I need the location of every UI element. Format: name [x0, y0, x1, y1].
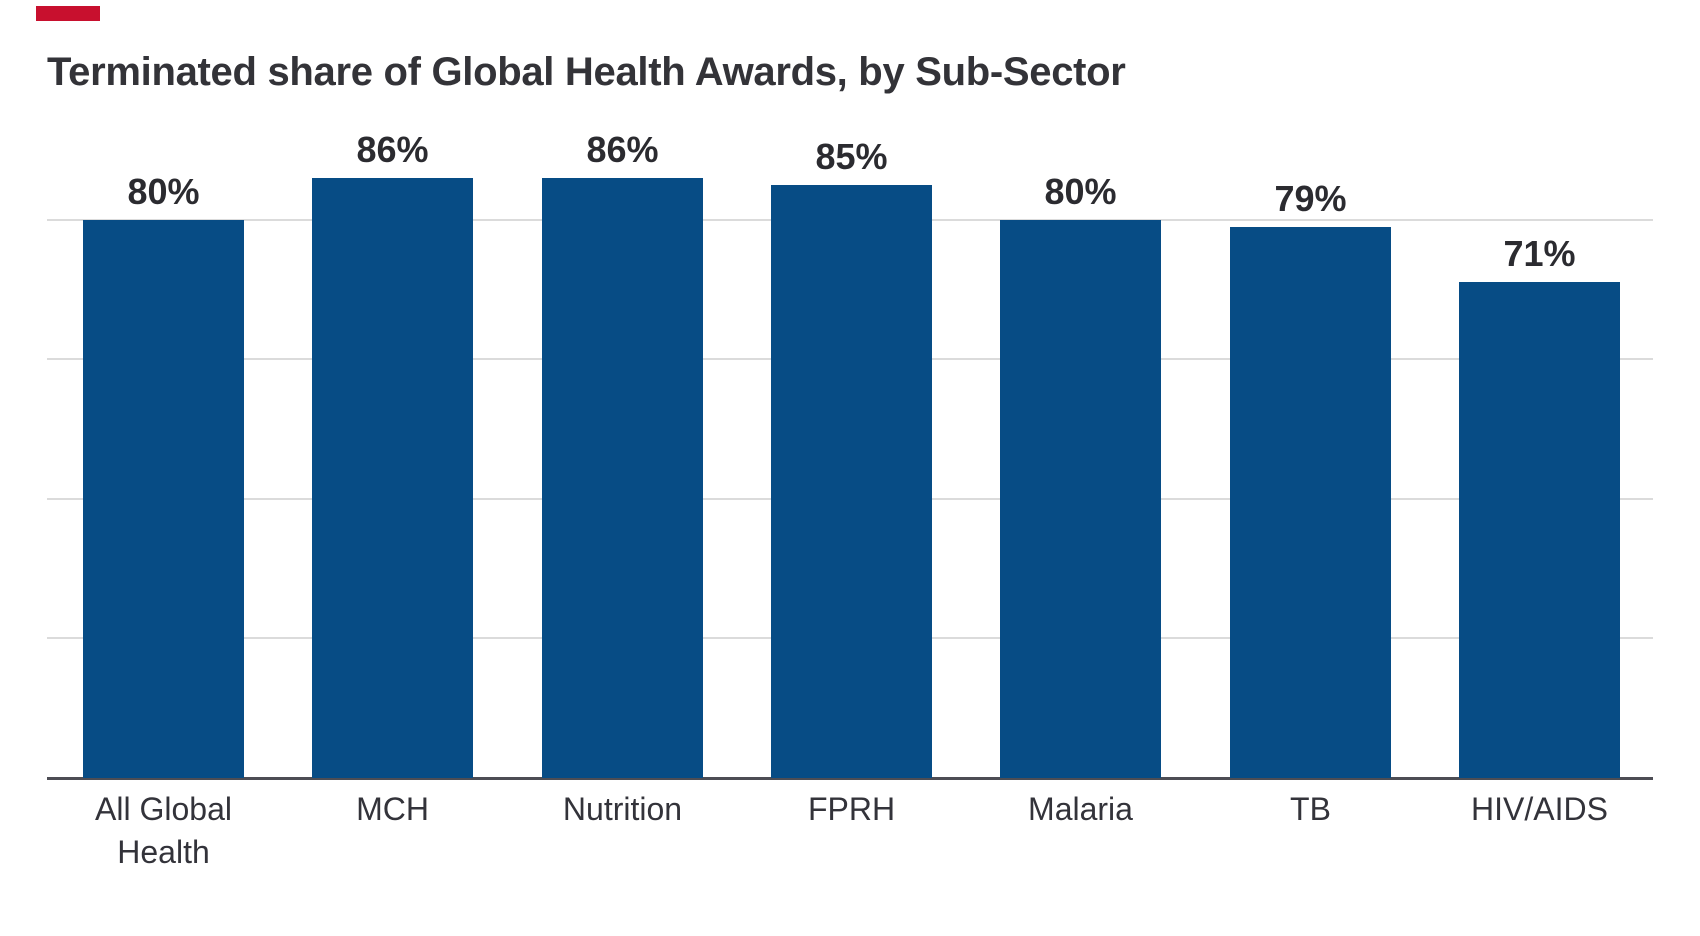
x-axis-label: Malaria [1028, 791, 1133, 827]
bar-value-label: 86% [356, 129, 429, 170]
bar-value-label: 85% [815, 136, 888, 177]
x-axis-label: TB [1290, 791, 1331, 827]
bar [1230, 227, 1391, 778]
x-axis-label: Nutrition [562, 791, 683, 827]
bar-value-label: 80% [127, 171, 200, 212]
bar [83, 220, 244, 778]
bar-value-label: 80% [1044, 171, 1117, 212]
bar-value-label: 79% [1274, 178, 1347, 219]
chart-title: Terminated share of Global Health Awards… [47, 50, 1126, 94]
bar [542, 178, 703, 778]
x-axis-label: FPRH [807, 791, 896, 827]
bar-value-label: 86% [586, 129, 659, 170]
bar-value-label: 71% [1503, 233, 1576, 274]
x-axis-label: All Global Health [95, 791, 232, 870]
bar [1000, 220, 1161, 778]
x-axis-label: MCH [356, 791, 429, 827]
x-axis-label: HIV/AIDS [1471, 791, 1608, 827]
x-axis-line [47, 777, 1653, 780]
bar [312, 178, 473, 778]
bar [1459, 282, 1620, 778]
brand-accent-mark [36, 6, 100, 21]
bar [771, 185, 932, 778]
